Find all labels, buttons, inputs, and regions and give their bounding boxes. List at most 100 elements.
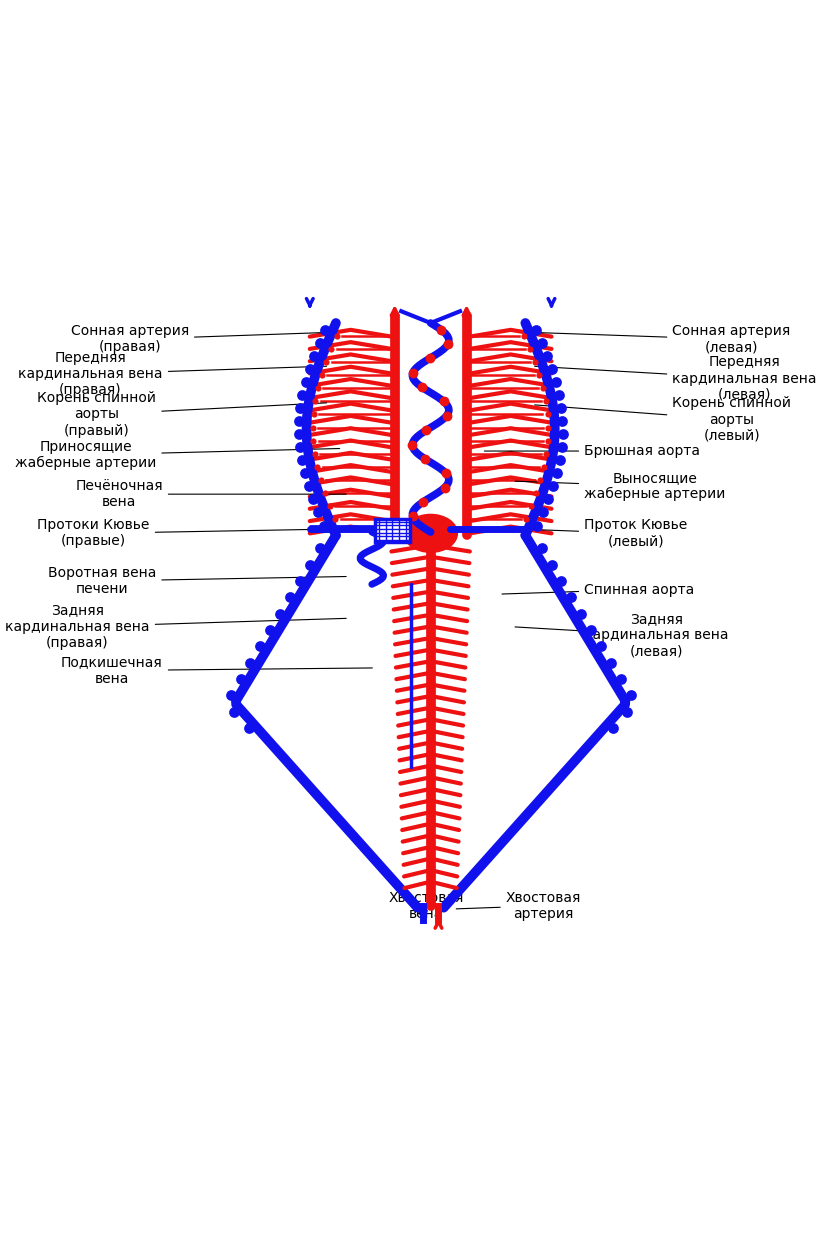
Text: Воротная вена
печени: Воротная вена печени xyxy=(48,566,346,596)
Point xyxy=(244,652,257,672)
Point xyxy=(295,385,309,405)
Point xyxy=(556,424,569,444)
Point xyxy=(293,571,306,591)
Point xyxy=(584,620,597,640)
Text: Печёночная
вена: Печёночная вена xyxy=(75,479,346,509)
Point xyxy=(606,718,619,738)
Point xyxy=(614,670,627,690)
Point xyxy=(406,506,419,526)
Text: Корень спинной
аорты
(правый): Корень спинной аорты (правый) xyxy=(37,392,327,438)
Point xyxy=(438,478,451,498)
Point xyxy=(540,444,553,464)
Point xyxy=(594,636,607,656)
Point xyxy=(309,392,322,412)
Point xyxy=(415,377,428,397)
Point xyxy=(313,539,326,559)
Point xyxy=(309,444,322,464)
Point xyxy=(315,365,328,385)
Point xyxy=(423,348,436,368)
Point xyxy=(292,424,305,444)
Point xyxy=(325,339,338,359)
Point xyxy=(307,430,320,450)
Point xyxy=(293,438,306,458)
Point xyxy=(263,620,277,640)
Text: Задняя
кардинальная вена
(левая): Задняя кардинальная вена (левая) xyxy=(515,612,728,658)
Text: Проток Кювье
(левый): Проток Кювье (левый) xyxy=(515,519,687,549)
Point xyxy=(534,470,547,490)
Point xyxy=(542,430,555,450)
Text: Приносящие
жаберные артерии: Приносящие жаберные артерии xyxy=(15,440,340,470)
Text: Выносящие
жаберные артерии: Выносящие жаберные артерии xyxy=(515,471,726,501)
Text: Корень спинной
аорты
(левый): Корень спинной аорты (левый) xyxy=(535,397,792,443)
Text: Передняя
кардинальная вена
(левая): Передняя кардинальная вена (левая) xyxy=(535,355,817,402)
Point xyxy=(574,604,588,624)
Point xyxy=(294,398,307,418)
Point xyxy=(528,352,542,372)
Point xyxy=(319,319,332,339)
Point xyxy=(299,372,312,392)
Point xyxy=(550,464,563,484)
Point xyxy=(549,372,562,392)
Point xyxy=(407,363,420,383)
Point xyxy=(320,352,333,372)
Point xyxy=(312,378,325,398)
Point xyxy=(604,652,617,672)
Point xyxy=(555,398,568,418)
Point xyxy=(542,418,555,438)
Point xyxy=(532,365,546,385)
Text: Сонная артерия
(правая): Сонная артерия (правая) xyxy=(71,324,333,354)
Text: Подкишечная
вена: Подкишечная вена xyxy=(61,656,372,686)
Point xyxy=(553,450,566,470)
Point xyxy=(317,515,330,535)
Point xyxy=(441,334,454,354)
Point xyxy=(295,450,309,470)
Point xyxy=(537,378,550,398)
Text: Хвостовая
вена: Хвостовая вена xyxy=(388,890,463,920)
Ellipse shape xyxy=(404,515,458,552)
Point xyxy=(242,718,255,738)
Point xyxy=(552,385,565,405)
Point xyxy=(539,392,552,412)
Text: Задняя
кардинальная вена
(правая): Задняя кардинальная вена (правая) xyxy=(5,604,346,650)
Point xyxy=(435,319,448,339)
Point xyxy=(311,456,324,476)
Point xyxy=(323,496,337,516)
Text: Протоки Кювье
(правые): Протоки Кювье (правые) xyxy=(37,519,346,549)
Point xyxy=(308,345,321,365)
Point xyxy=(529,483,542,503)
Point xyxy=(253,636,267,656)
Point xyxy=(227,702,240,722)
Point xyxy=(439,464,453,484)
Point xyxy=(519,509,532,529)
Text: Брюшная аорта: Брюшная аорта xyxy=(485,444,700,458)
Text: Передняя
кардинальная вена
(правая): Передняя кардинальная вена (правая) xyxy=(18,350,327,397)
Point xyxy=(313,333,326,353)
Point xyxy=(307,404,320,424)
Point xyxy=(330,327,343,347)
Point xyxy=(555,571,568,591)
Point xyxy=(307,489,320,509)
Point xyxy=(542,489,555,509)
Point xyxy=(541,404,554,424)
Point xyxy=(273,604,286,624)
Point xyxy=(224,686,237,706)
Point xyxy=(545,555,558,575)
Point xyxy=(440,405,453,425)
Point xyxy=(555,438,568,458)
Text: Хвостовая
артерия: Хвостовая артерия xyxy=(456,890,581,920)
Bar xyxy=(375,519,410,542)
Point xyxy=(524,496,537,516)
Point xyxy=(546,476,560,496)
Point xyxy=(312,503,325,522)
Point xyxy=(540,345,553,365)
Point xyxy=(535,539,548,559)
Point xyxy=(537,503,550,522)
Point xyxy=(529,319,542,339)
Point xyxy=(319,483,332,503)
Point xyxy=(283,587,296,607)
Point xyxy=(306,418,319,438)
Text: Сонная артерия
(левая): Сонная артерия (левая) xyxy=(528,324,791,354)
Point xyxy=(535,333,548,353)
Point xyxy=(298,464,311,484)
Point xyxy=(565,587,578,607)
